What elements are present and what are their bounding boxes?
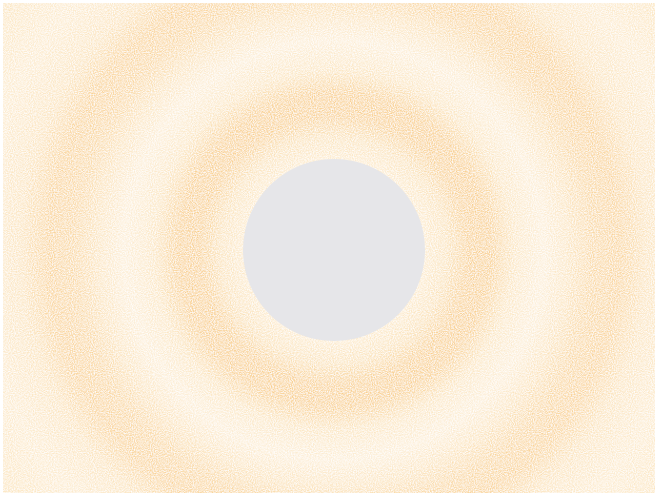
diffraction-pattern-svg xyxy=(3,3,655,493)
diffraction-pattern xyxy=(3,3,655,493)
beam-stop-disc xyxy=(243,159,425,341)
